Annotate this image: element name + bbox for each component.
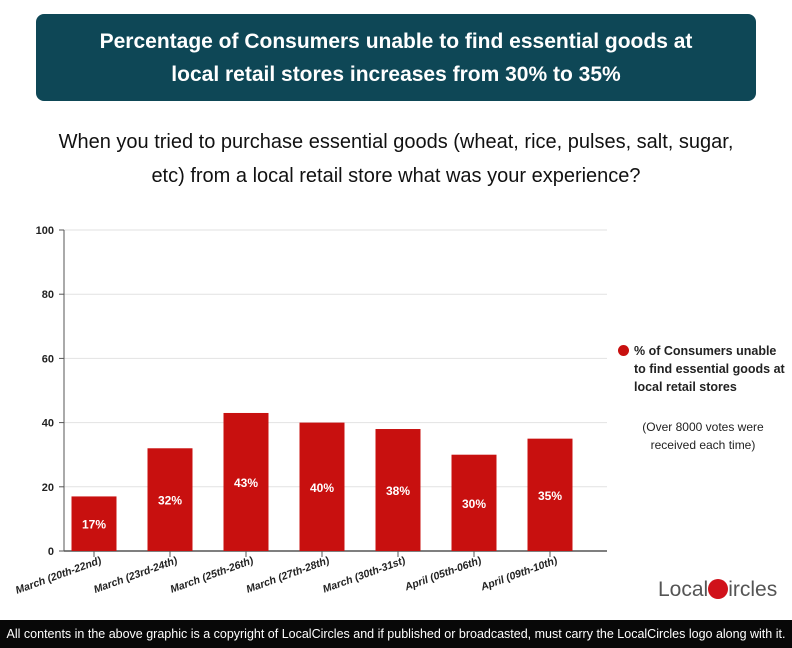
- data-label: 43%: [234, 476, 258, 490]
- x-tick-label: April (05th-06th): [402, 554, 483, 593]
- x-tick-label: March (20th-22nd): [14, 554, 104, 596]
- y-tick-label: 20: [42, 482, 54, 494]
- y-tick-label: 100: [36, 225, 54, 237]
- bar: [71, 496, 117, 551]
- legend: % of Consumers unable to find essential …: [618, 342, 788, 396]
- legend-marker: [618, 345, 629, 356]
- bar: [299, 422, 345, 551]
- survey-question: When you tried to purchase essential goo…: [58, 131, 734, 187]
- x-tick-label: April (09th-10th): [478, 554, 559, 593]
- title-banner: Percentage of Consumers unable to find e…: [36, 14, 756, 101]
- bar: [375, 429, 421, 551]
- x-tick-label: March (25th-26th): [169, 554, 256, 595]
- votes-note: (Over 8000 votes were received each time…: [642, 420, 764, 452]
- bar: [451, 454, 497, 551]
- localcircles-logo: Local ircles: [658, 578, 778, 601]
- y-tick-label: 80: [42, 289, 54, 301]
- y-tick-label: 0: [48, 546, 54, 558]
- data-label: 35%: [538, 489, 562, 503]
- data-label: 30%: [462, 497, 486, 511]
- bar: [223, 412, 269, 551]
- chart-title: Percentage of Consumers unable to find e…: [99, 29, 693, 86]
- y-tick-label: 60: [42, 353, 54, 365]
- y-tick-label: 40: [42, 418, 54, 430]
- bar: [527, 438, 573, 551]
- data-label: 38%: [386, 484, 410, 498]
- x-tick-label: March (30th-31st): [321, 554, 407, 595]
- x-tick-label: March (23rd-24th): [92, 554, 179, 596]
- copyright-footer: All contents in the above graphic is a c…: [0, 620, 792, 648]
- x-tick-label: March (27th-28th): [245, 554, 332, 595]
- data-label: 17%: [82, 518, 106, 532]
- bar: [147, 448, 193, 551]
- data-label: 40%: [310, 481, 334, 495]
- legend-label: % of Consumers unable to find essential …: [634, 344, 785, 394]
- data-label: 32%: [158, 494, 182, 508]
